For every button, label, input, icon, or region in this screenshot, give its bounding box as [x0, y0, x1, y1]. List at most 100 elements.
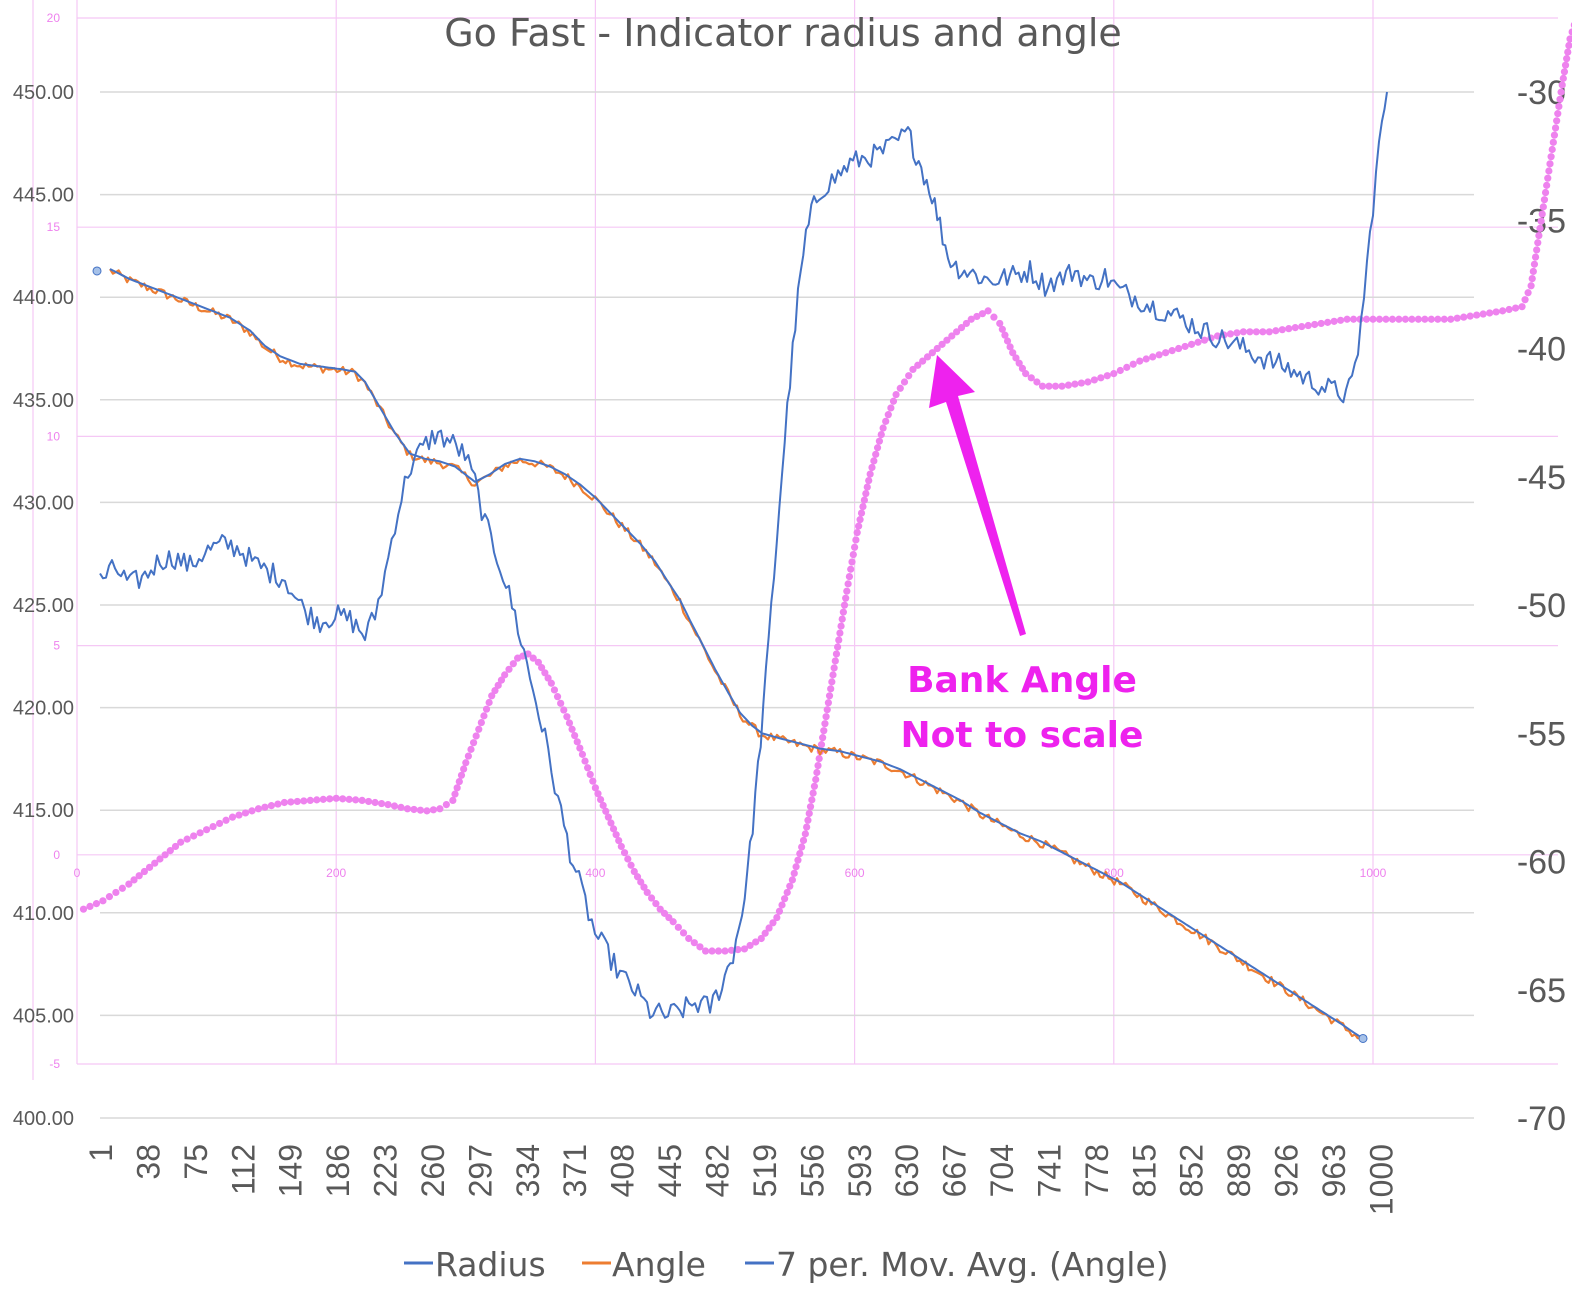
- overlay-dot: [261, 803, 269, 811]
- overlay-dot: [806, 803, 815, 811]
- right-tick-label: -60: [1517, 844, 1566, 882]
- overlay-dot: [467, 745, 475, 753]
- overlay-dot: [1554, 110, 1562, 118]
- overlay-dot: [1545, 167, 1553, 175]
- overlay-dot: [1162, 349, 1170, 357]
- overlay-dot: [235, 811, 243, 819]
- overlay-dot: [469, 739, 478, 747]
- left-tick-label: 445.00: [13, 185, 74, 207]
- overlay-dot: [1038, 382, 1047, 390]
- overlay-dot: [834, 643, 842, 651]
- overlay-dot: [866, 470, 874, 478]
- overlay-dot: [957, 324, 966, 332]
- overlay-dot: [1324, 318, 1332, 326]
- legend-label-moving-average: 7 per. Mov. Avg. (Angle): [776, 1245, 1169, 1284]
- overlay-dot: [832, 650, 841, 658]
- overlay-dot: [790, 869, 798, 877]
- overlay-dot: [984, 307, 992, 315]
- series-start-marker: [92, 266, 102, 276]
- overlay-dot: [844, 580, 852, 588]
- x-tick-label: 445: [652, 1144, 688, 1197]
- overlay-dot: [685, 934, 693, 943]
- overlay-dot: [534, 658, 542, 666]
- x-tick-label: 630: [889, 1144, 925, 1197]
- overlay-dot: [812, 775, 820, 784]
- overlay-dot: [855, 522, 863, 530]
- overlay-dot: [786, 882, 794, 890]
- x-tick-label: 704: [984, 1144, 1020, 1197]
- overlay-dot: [464, 752, 472, 760]
- x-tick-label: 889: [1221, 1144, 1257, 1197]
- overlay-dot: [612, 831, 620, 839]
- overlay-dot: [377, 799, 386, 808]
- overlay-dot: [576, 744, 584, 752]
- overlay-dot: [674, 923, 682, 931]
- overlay-dot: [1540, 196, 1549, 204]
- overlay-dot: [859, 502, 867, 511]
- overlay-dot: [177, 838, 185, 846]
- overlay-dot: [1453, 314, 1461, 322]
- overlay-dot: [630, 867, 638, 876]
- overlay-dot: [1259, 328, 1267, 336]
- overlay-dot: [909, 365, 917, 374]
- overlay-dot: [1001, 331, 1009, 339]
- x-tick-label: 75: [178, 1144, 214, 1180]
- overlay-dot: [482, 705, 491, 713]
- left-tick-label: 425.00: [13, 595, 74, 617]
- left-tick-label: 415.00: [13, 800, 74, 822]
- overlay-dot: [1566, 35, 1572, 43]
- overlay-dot: [1233, 329, 1241, 337]
- overlay-dot: [796, 850, 804, 858]
- overlay-dot: [140, 867, 148, 876]
- legend-label-angle: Angle: [612, 1245, 706, 1284]
- overlay-dot: [721, 947, 729, 955]
- overlay-dot: [637, 878, 645, 886]
- overlay-dot: [332, 794, 340, 802]
- overlay-dot: [1421, 315, 1429, 323]
- overlay-dot: [1129, 360, 1137, 368]
- overlay-dot: [615, 836, 623, 845]
- overlay-dot: [130, 876, 138, 884]
- overlay-dot: [92, 900, 101, 908]
- x-tick-label: 371: [557, 1144, 593, 1197]
- overlay-dot: [829, 671, 837, 679]
- overlay-dot: [248, 807, 256, 815]
- overlay-dot: [1272, 327, 1280, 335]
- overlay-x-tick-label: 1000: [1360, 866, 1387, 880]
- overlay-dot: [553, 693, 562, 701]
- overlay-dot: [135, 872, 143, 880]
- overlay-x-tick-label: 600: [845, 866, 865, 880]
- overlay-dot: [815, 754, 823, 763]
- overlay-dot: [1375, 315, 1384, 323]
- overlay-dot: [640, 883, 648, 891]
- overlay-dot: [1479, 310, 1487, 318]
- overlay-dot: [460, 765, 468, 773]
- overlay-dot: [624, 855, 632, 863]
- right-tick-label: -65: [1517, 972, 1566, 1010]
- x-tick-label: 815: [1126, 1144, 1162, 1197]
- overlay-dot: [1369, 315, 1377, 323]
- overlay-dot: [1304, 321, 1312, 330]
- right-tick-label: -40: [1517, 331, 1566, 369]
- overlay-dot: [773, 913, 781, 922]
- overlay-dot: [809, 789, 817, 797]
- overlay-dot: [847, 565, 855, 573]
- overlay-dot: [1401, 315, 1409, 323]
- overlay-dot: [203, 826, 211, 834]
- x-tick-label: 260: [415, 1144, 451, 1197]
- overlay-dot: [734, 946, 742, 954]
- overlay-dot: [1466, 312, 1474, 320]
- overlay-dot: [865, 476, 873, 485]
- overlay-dot: [827, 685, 835, 693]
- x-tick-label: 963: [1316, 1144, 1352, 1197]
- overlay-dot: [1395, 315, 1403, 323]
- right-tick-label: -50: [1517, 587, 1566, 625]
- overlay-dot: [990, 313, 998, 321]
- overlay-dot: [775, 907, 784, 915]
- left-tick-label: 430.00: [13, 492, 74, 514]
- overlay-dot: [1003, 337, 1012, 345]
- overlay-dot: [1194, 338, 1202, 346]
- overlay-dot: [1492, 308, 1500, 316]
- x-tick-label: 593: [842, 1144, 878, 1197]
- overlay-dot: [86, 902, 94, 911]
